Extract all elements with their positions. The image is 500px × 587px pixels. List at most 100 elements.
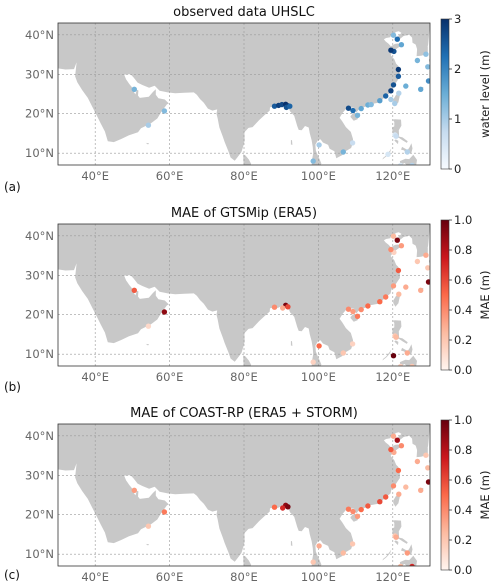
station-marker <box>403 83 409 89</box>
lon-tick-label: 60°E <box>156 370 184 384</box>
lat-tick-label: 40°N <box>25 28 54 42</box>
colorbar-tick-label: 1.0 <box>454 413 472 427</box>
station-marker <box>354 112 361 119</box>
station-marker <box>404 550 410 556</box>
station-marker <box>349 140 356 146</box>
station-marker <box>423 452 429 458</box>
colorbar <box>440 219 450 371</box>
station-marker <box>131 287 137 293</box>
colorbar-label: water level (m) <box>478 50 492 138</box>
station-marker <box>365 503 371 509</box>
lat-tick-label: 10°N <box>25 347 54 361</box>
land-shape <box>58 23 430 165</box>
map-frame <box>57 423 431 567</box>
station-marker <box>349 341 356 347</box>
lon-tick-label: 100°E <box>301 570 336 584</box>
station-marker <box>383 93 389 99</box>
land-shape <box>382 549 392 561</box>
station-marker <box>395 267 402 274</box>
station-marker <box>365 303 371 309</box>
land-shape <box>145 343 150 346</box>
panel-title: MAE of COAST-RP (ERA5 + STORM) <box>130 406 358 421</box>
colorbar-tick-label: 0.2 <box>454 533 472 547</box>
station-marker <box>425 465 430 471</box>
colorbar-tick-label: 2 <box>454 62 461 76</box>
lat-tick-label: 10°N <box>25 146 54 160</box>
station-marker <box>418 86 424 93</box>
station-marker <box>358 306 364 313</box>
station-marker <box>396 90 402 96</box>
station-marker <box>390 82 397 88</box>
station-marker <box>403 284 409 290</box>
colorbar-tick-label: 1 <box>454 112 461 126</box>
station-marker <box>340 149 346 155</box>
lat-tick-label: 10°N <box>25 547 54 561</box>
station-marker <box>310 158 316 164</box>
station-marker <box>398 243 405 249</box>
colorbar-tick-label: 0.0 <box>454 563 472 577</box>
station-marker <box>145 523 152 529</box>
station-marker <box>145 122 152 128</box>
land-shape <box>394 139 399 145</box>
station-marker <box>377 499 383 505</box>
station-marker <box>161 509 168 515</box>
station-marker <box>395 467 402 474</box>
station-markers <box>131 433 430 566</box>
station-marker <box>409 162 415 165</box>
station-marker <box>271 103 278 109</box>
lon-tick-label: 120°E <box>375 370 410 384</box>
station-marker <box>310 559 316 565</box>
lon-tick-label: 80°E <box>230 570 258 584</box>
station-marker <box>395 73 402 80</box>
land-shape <box>58 224 430 366</box>
lat-tick-label: 20°N <box>25 308 54 322</box>
station-marker <box>340 350 346 356</box>
lat-tick-label: 40°N <box>25 429 54 443</box>
station-marker <box>390 233 397 239</box>
station-marker <box>423 252 429 258</box>
station-marker <box>377 98 383 104</box>
station-marker <box>390 32 397 38</box>
station-marker <box>316 343 322 349</box>
lat-tick-label: 20°N <box>25 107 54 121</box>
land-shape <box>399 555 417 566</box>
map-panel-c: MAE of COAST-RP (ERA5 + STORM) 40°E 60°E 80… <box>4 406 492 584</box>
colorbar-label: MAE (m) <box>478 471 492 520</box>
colorbar-tick-label: 0.6 <box>454 473 472 487</box>
gridlines <box>58 23 430 165</box>
lon-tick-label: 80°E <box>230 169 258 183</box>
station-marker <box>350 508 356 515</box>
panel-title: observed data UHSLC <box>173 5 315 20</box>
station-marker <box>388 88 394 94</box>
station-marker <box>425 479 430 485</box>
station-marker <box>393 133 399 139</box>
colorbar <box>440 18 450 170</box>
station-marker <box>390 283 397 289</box>
station-marker <box>394 36 400 42</box>
station-marker <box>397 363 404 366</box>
station-marker <box>285 504 291 510</box>
station-marker <box>404 350 410 356</box>
land-shape <box>243 154 252 165</box>
station-marker <box>161 108 168 114</box>
station-marker <box>393 334 399 340</box>
land-shape <box>145 543 150 546</box>
colorbar-label: MAE (m) <box>478 271 492 320</box>
station-marker <box>383 294 389 300</box>
station-markers <box>131 233 430 366</box>
station-marker <box>398 42 405 48</box>
station-marker <box>350 107 356 114</box>
colorbar-tick-label: 0.6 <box>454 273 472 287</box>
station-marker <box>393 534 399 540</box>
station-marker <box>394 437 400 443</box>
panel-title: MAE of GTSMip (ERA5) <box>171 206 317 221</box>
station-marker <box>316 142 322 148</box>
colorbar-tick-label: 1.0 <box>454 213 472 227</box>
station-marker <box>390 483 397 489</box>
land-shape <box>382 349 392 361</box>
lat-tick-label: 40°N <box>25 229 54 243</box>
colorbar-tick-label: 0.4 <box>454 303 472 317</box>
land-shape <box>290 140 293 145</box>
station-marker <box>409 563 415 566</box>
